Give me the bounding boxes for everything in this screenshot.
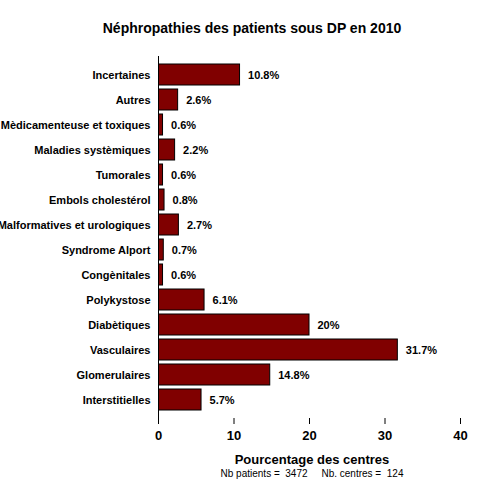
html-text:Pourcentage des centres: Pourcentage des centres (234, 452, 390, 467)
svg-text:Congènitales: Congènitales (81, 269, 150, 281)
html-text:Néphropathies des patients sou: Néphropathies des patients sous DP en 20… (102, 20, 402, 36)
svg-text:Mèdicamenteuse et toxiques: Mèdicamenteuse et toxiques (1, 119, 151, 131)
svg-text:0.6%: 0.6% (171, 169, 196, 181)
svg-text:10: 10 (227, 428, 241, 443)
svg-text:Interstitielles: Interstitielles (83, 394, 151, 406)
svg-text:0.7%: 0.7% (172, 244, 197, 256)
svg-text:2.2%: 2.2% (183, 144, 208, 156)
svg-text:2.6%: 2.6% (186, 94, 211, 106)
svg-text:20%: 20% (318, 319, 340, 331)
svg-text:30: 30 (378, 428, 392, 443)
svg-text:0.6%: 0.6% (171, 269, 196, 281)
svg-text:Diabètiques: Diabètiques (88, 319, 150, 331)
svg-text:Malformatives et urologiques: Malformatives et urologiques (0, 219, 151, 231)
svg-text:14.8%: 14.8% (278, 369, 309, 381)
svg-text:40: 40 (453, 428, 467, 443)
svg-text:Glomerulaires: Glomerulaires (77, 369, 151, 381)
html-text:Nb patients = 3472 Nb. centres: Nb patients = 3472 Nb. centres = 124 (220, 468, 404, 479)
svg-text:0.6%: 0.6% (171, 119, 196, 131)
svg-text:6.1%: 6.1% (213, 294, 238, 306)
svg-text:20: 20 (302, 428, 316, 443)
svg-text:Vasculaires: Vasculaires (90, 344, 151, 356)
svg-text:31.7%: 31.7% (406, 344, 437, 356)
svg-text:0: 0 (155, 428, 162, 443)
svg-text:10.8%: 10.8% (248, 69, 279, 81)
svg-text:5.7%: 5.7% (210, 394, 235, 406)
svg-text:Embols cholestérol: Embols cholestérol (49, 194, 150, 206)
svg-text:Maladies systèmiques: Maladies systèmiques (34, 144, 150, 156)
svg-text:Incertaines: Incertaines (92, 69, 150, 81)
svg-text:2.7%: 2.7% (187, 219, 212, 231)
svg-text:Polykystose: Polykystose (86, 294, 150, 306)
svg-text:Autres: Autres (116, 94, 151, 106)
svg-text:Syndrome Alport: Syndrome Alport (62, 244, 151, 256)
svg-text:Tumorales: Tumorales (96, 169, 151, 181)
svg-text:0.8%: 0.8% (173, 194, 198, 206)
